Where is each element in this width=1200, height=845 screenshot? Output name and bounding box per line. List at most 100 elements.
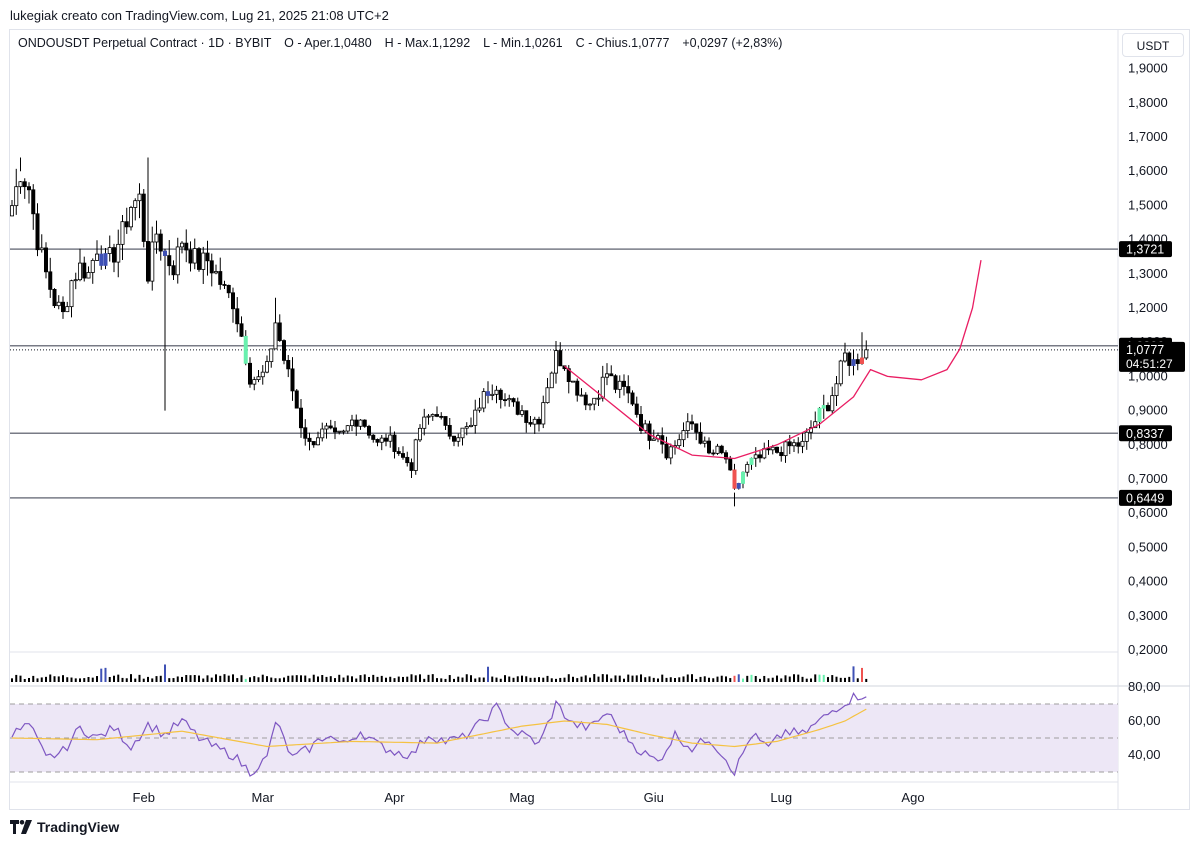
candle-body xyxy=(133,200,138,208)
candle-body xyxy=(613,375,618,390)
rsi-line xyxy=(11,691,867,777)
candle-body xyxy=(698,431,703,444)
candle-body xyxy=(120,221,125,245)
candle-body xyxy=(128,207,133,228)
symbol-name[interactable]: ONDOUSDT Perpetual Contract xyxy=(18,36,197,50)
tradingview-logo[interactable]: TradingView xyxy=(10,819,119,835)
candle-body xyxy=(753,454,758,459)
volume-bar xyxy=(759,678,761,682)
candle-body xyxy=(502,399,507,402)
price-level-label: 0,6449 xyxy=(1126,491,1164,505)
candle-body xyxy=(247,362,252,385)
candle-body xyxy=(783,441,788,457)
volume-bar xyxy=(210,677,213,682)
candle-body xyxy=(554,350,559,374)
volume-bar xyxy=(499,678,502,682)
candle-body xyxy=(235,308,240,325)
candle-body xyxy=(388,434,393,442)
price-level-tag xyxy=(1119,425,1172,442)
candle-body xyxy=(460,427,465,439)
volume-bar xyxy=(695,678,698,682)
price-level-label: 1,3721 xyxy=(1126,243,1164,257)
candle-body xyxy=(826,405,831,412)
volume-bar xyxy=(32,675,35,682)
candle-body xyxy=(337,430,342,433)
volume-bar xyxy=(261,674,264,682)
candle-body xyxy=(851,359,856,366)
volume-bar xyxy=(419,674,421,682)
candle-body xyxy=(175,246,180,276)
volume-bar xyxy=(312,674,315,682)
candle-body xyxy=(162,250,167,257)
cup-pattern-curve xyxy=(564,259,982,460)
candle-body xyxy=(664,443,669,459)
candle-body xyxy=(141,193,146,242)
high-value: Max.1,1292 xyxy=(404,36,471,50)
volume-bar xyxy=(572,676,574,682)
volume-bar xyxy=(359,675,362,682)
candle-body xyxy=(520,410,525,415)
time-tick-label: Mar xyxy=(252,790,275,805)
volume-bar xyxy=(559,677,562,682)
volume-bar xyxy=(304,675,307,682)
candle-body xyxy=(451,435,456,442)
volume-bar xyxy=(351,676,353,682)
candle-body xyxy=(843,352,848,362)
chart-caption: lukegiak creato con TradingView.com, Lug… xyxy=(10,8,389,23)
candle-body xyxy=(430,414,435,417)
volume-bar xyxy=(618,675,621,682)
volume-bar xyxy=(138,674,141,682)
candle-body xyxy=(456,437,461,442)
candle-body xyxy=(192,248,197,264)
interval[interactable]: 1D xyxy=(208,36,225,50)
volume-bar xyxy=(423,678,426,682)
candle-body xyxy=(332,427,337,433)
volume-bar xyxy=(185,674,188,682)
volume-bar xyxy=(784,675,787,682)
volume-bar xyxy=(708,677,710,682)
volume-bar xyxy=(317,676,319,682)
candle-body xyxy=(260,371,265,378)
candle-body xyxy=(490,393,495,396)
volume-bar xyxy=(376,676,379,682)
price-level-tag xyxy=(1119,241,1172,258)
rsi-tick-label: 40,00 xyxy=(1128,747,1161,762)
candle-body xyxy=(61,301,66,313)
close-value: Chius.1,0777 xyxy=(595,36,670,50)
volume-bar xyxy=(193,675,196,682)
candle-body xyxy=(796,442,801,447)
candle-body xyxy=(167,255,172,267)
candle-body xyxy=(639,414,644,431)
volume-bar xyxy=(176,676,179,682)
volume-bar xyxy=(393,678,396,682)
candle-body xyxy=(184,242,189,251)
volume-bar xyxy=(788,676,791,682)
volume-bar xyxy=(62,675,64,682)
candle-body xyxy=(264,361,269,373)
candle-body xyxy=(103,253,108,266)
volume-bar xyxy=(542,677,545,682)
volume-bar xyxy=(584,675,587,682)
candle-body xyxy=(549,372,554,389)
candle-body xyxy=(749,457,754,465)
candle-body xyxy=(630,392,635,405)
volume-bar xyxy=(627,674,630,682)
candle-body xyxy=(524,410,529,423)
volume-bar xyxy=(431,674,434,682)
candle-body xyxy=(732,469,737,489)
candle-body xyxy=(124,221,129,228)
candle-body xyxy=(56,301,61,307)
volume-bar xyxy=(482,677,485,682)
candle-body xyxy=(349,419,354,427)
volume-bar xyxy=(754,675,757,682)
volume-bar xyxy=(669,677,672,682)
volume-bar xyxy=(623,678,625,682)
volume-bar xyxy=(546,675,549,682)
candle-body xyxy=(770,446,775,451)
volume-bar xyxy=(125,678,128,682)
volume-bar xyxy=(249,677,251,682)
currency-button[interactable]: USDT xyxy=(1122,33,1184,57)
candle-body xyxy=(256,376,261,381)
volume-bar xyxy=(610,678,613,682)
